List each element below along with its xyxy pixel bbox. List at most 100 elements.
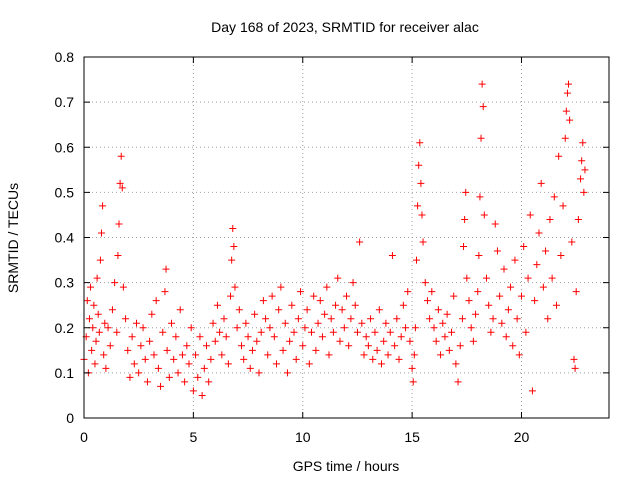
data-point (277, 283, 285, 291)
data-point (434, 306, 442, 314)
data-point (356, 238, 364, 246)
data-point (115, 220, 123, 228)
data-point (511, 256, 519, 264)
data-point (413, 256, 420, 264)
data-point (542, 247, 550, 255)
data-point (172, 333, 180, 341)
data-point (288, 301, 296, 309)
data-point (154, 364, 162, 372)
data-point (122, 315, 130, 323)
data-point (414, 202, 422, 210)
data-point (369, 355, 377, 363)
data-point (500, 265, 508, 273)
data-point (88, 346, 96, 354)
data-point (209, 319, 217, 327)
data-point (108, 306, 116, 314)
data-point (98, 229, 105, 237)
data-point (544, 315, 552, 323)
data-point (220, 315, 228, 323)
data-point (526, 211, 534, 219)
data-point (268, 292, 276, 300)
data-point (244, 333, 252, 341)
data-point (574, 215, 582, 223)
data-point (152, 297, 160, 305)
data-point (119, 283, 127, 291)
x-tick-label: 20 (514, 429, 530, 445)
data-point (416, 139, 424, 147)
data-point (332, 301, 340, 309)
x-axis-label: GPS time / hours (293, 458, 400, 474)
data-point (222, 333, 230, 341)
data-point (391, 342, 399, 350)
data-point (192, 351, 200, 359)
y-tick-label: 0.5 (55, 184, 75, 200)
data-point (375, 306, 383, 314)
data-point (373, 346, 381, 354)
data-point (87, 283, 95, 291)
data-point (571, 364, 579, 372)
data-point (133, 319, 140, 327)
data-point (358, 319, 366, 327)
x-tick-label: 15 (404, 429, 420, 445)
data-point (349, 279, 357, 287)
data-point (338, 306, 346, 314)
data-point (230, 243, 238, 251)
data-point (513, 315, 521, 323)
data-point (130, 360, 138, 368)
data-point (196, 333, 204, 341)
data-point (281, 319, 289, 327)
data-point (266, 324, 274, 332)
data-point (139, 324, 147, 332)
data-point (314, 319, 322, 327)
y-axis-label: SRMTID / TECUs (5, 183, 21, 293)
data-point (487, 328, 495, 336)
data-point (126, 373, 134, 381)
data-point (478, 80, 486, 88)
data-point (100, 351, 108, 359)
data-point (104, 324, 112, 332)
data-point (143, 378, 151, 386)
data-point (384, 351, 392, 359)
data-point (150, 351, 158, 359)
data-point (218, 351, 226, 359)
data-point (580, 188, 588, 196)
y-tick-label: 0.4 (55, 230, 75, 246)
data-point (292, 355, 300, 363)
data-point (117, 152, 125, 160)
data-point (255, 369, 263, 377)
data-point (467, 324, 475, 332)
data-point (421, 279, 429, 287)
data-point (148, 310, 156, 318)
data-point (452, 360, 460, 368)
data-point (242, 319, 250, 327)
data-point (476, 193, 484, 201)
data-point (165, 373, 173, 381)
data-point (325, 351, 333, 359)
x-tick-label: 10 (295, 429, 311, 445)
data-point (305, 360, 313, 368)
data-point (257, 328, 265, 336)
y-tick-label: 0.8 (55, 49, 75, 65)
data-point (493, 247, 501, 255)
data-point (351, 301, 359, 309)
data-point (216, 328, 224, 336)
data-point (456, 342, 464, 350)
data-point (157, 382, 165, 390)
data-point (347, 315, 355, 323)
data-point (550, 193, 558, 201)
data-point (364, 342, 372, 350)
data-point (460, 243, 468, 251)
data-point (116, 179, 124, 187)
y-tick-label: 0.7 (55, 94, 75, 110)
data-point (323, 283, 331, 291)
data-point (397, 333, 405, 341)
data-point (418, 211, 426, 219)
data-point (426, 315, 434, 323)
chart-title: Day 168 of 2023, SRMTID for receiver ala… (211, 19, 479, 35)
data-point (310, 292, 318, 300)
data-point (461, 215, 469, 223)
data-point (479, 103, 487, 111)
data-point (176, 306, 184, 314)
data-point (504, 306, 512, 314)
data-point (507, 283, 515, 291)
